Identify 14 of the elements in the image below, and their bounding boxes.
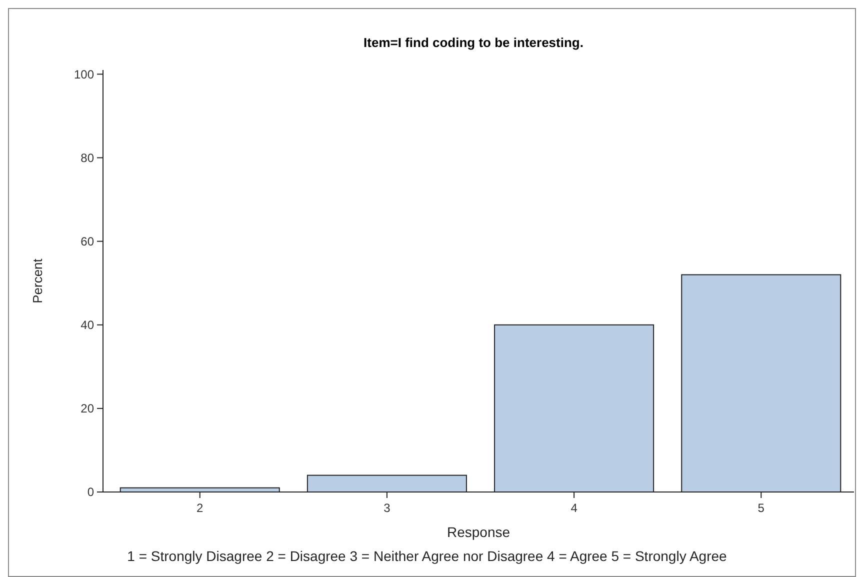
x-tick-label: 5	[758, 501, 765, 515]
y-tick-label: 20	[80, 402, 94, 416]
text: 1 = Strongly Disagree 2 = Disagree 3 = Neither Agree nor Disagree 4 = Agree 5 = Strongly Agree	[127, 548, 728, 564]
y-tick-label: 40	[80, 318, 94, 332]
x-tick-label: 4	[570, 501, 578, 515]
y-tick-label: 80	[80, 150, 94, 165]
x-tick-label: 2	[196, 501, 204, 515]
chart-title: Item=I find coding to be interesting.	[364, 35, 584, 50]
y-tick-label: 0	[87, 485, 94, 500]
x-tick-label: 3	[384, 501, 391, 515]
y-tick-label: 60	[80, 234, 94, 249]
x-axis-title: Response	[446, 524, 510, 540]
y-tick-label: 100	[74, 67, 94, 82]
y-axis-title: Percent	[30, 258, 45, 304]
